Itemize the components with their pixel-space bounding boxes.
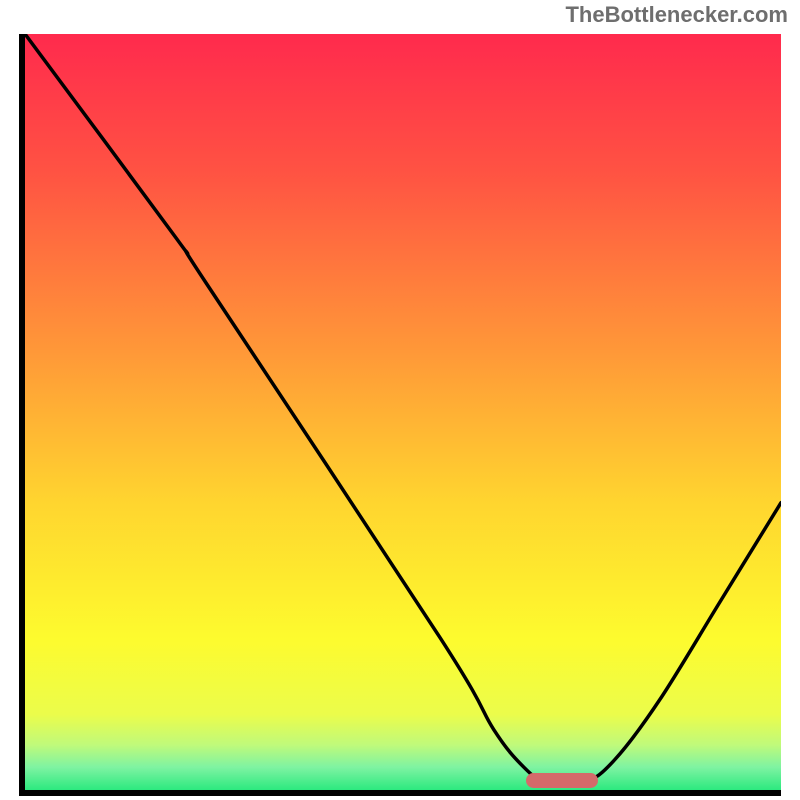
bottleneck-chart-container: TheBottlenecker.com <box>0 0 800 800</box>
attribution-label: TheBottlenecker.com <box>565 2 788 28</box>
optimal-range-marker <box>526 773 598 788</box>
plot-frame <box>19 34 781 796</box>
bottleneck-curve <box>25 34 781 790</box>
